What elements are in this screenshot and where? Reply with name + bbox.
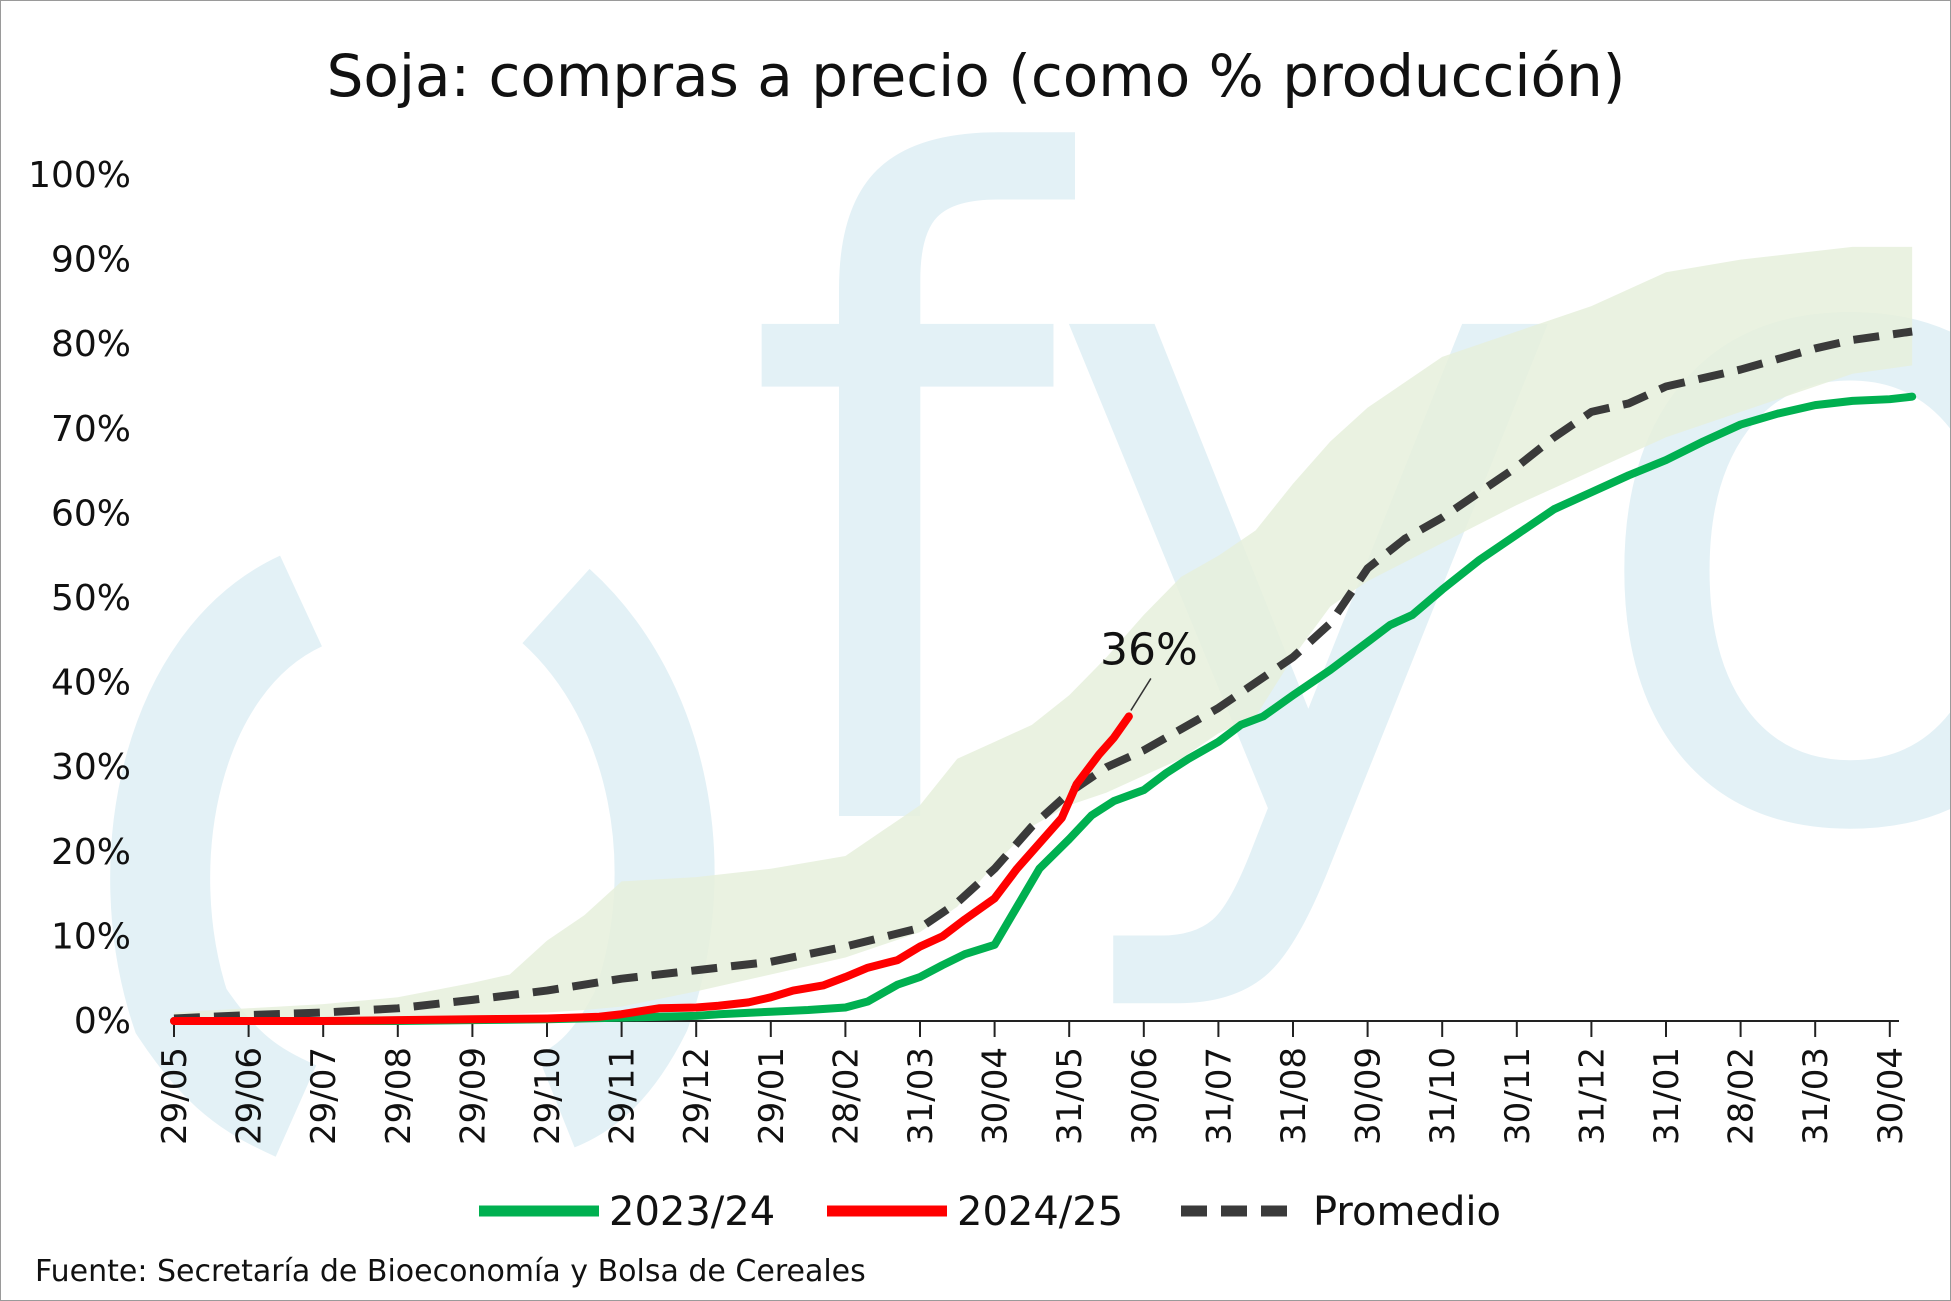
x-tick-label: 29/11 xyxy=(603,1047,643,1145)
y-tick-label: 0% xyxy=(74,1001,131,1042)
y-tick-label: 70% xyxy=(51,409,131,450)
x-tick-label: 29/12 xyxy=(677,1047,717,1145)
x-tick-label: 29/01 xyxy=(752,1047,792,1145)
legend-item-2023-24: 2023/24 xyxy=(479,1189,775,1235)
y-tick-label: 90% xyxy=(51,240,131,281)
legend-item-promedio: Promedio xyxy=(1181,1189,1501,1235)
y-tick-label: 30% xyxy=(51,747,131,788)
x-tick-label: 30/04 xyxy=(976,1047,1016,1145)
legend-item-2024-25: 2024/25 xyxy=(827,1189,1123,1235)
x-tick-label: 28/02 xyxy=(826,1047,866,1145)
x-tick-label: 29/08 xyxy=(379,1047,419,1145)
y-tick-label: 20% xyxy=(51,832,131,873)
series-line-2023-24 xyxy=(170,392,1917,1025)
x-tick-label: 31/08 xyxy=(1274,1047,1314,1145)
x-tick-label: 29/05 xyxy=(155,1047,195,1145)
y-tick-label: 100% xyxy=(28,155,131,196)
y-tick-label: 40% xyxy=(51,663,131,704)
y-tick-label: 50% xyxy=(51,578,131,619)
x-tick-label: 31/10 xyxy=(1423,1047,1463,1145)
annotation-leader-line xyxy=(1130,678,1152,711)
x-tick-label: 29/06 xyxy=(230,1047,270,1145)
legend-label-promedio: Promedio xyxy=(1313,1189,1501,1235)
x-tick-label: 28/02 xyxy=(1722,1047,1762,1145)
legend-label-2023-24: 2023/24 xyxy=(609,1189,775,1235)
watermark-left-arc xyxy=(110,555,324,1157)
annotation-label: 36% xyxy=(1100,624,1198,675)
x-tick-label: 31/03 xyxy=(1796,1047,1836,1145)
x-tick-label: 31/07 xyxy=(1199,1047,1239,1145)
x-tick-label: 31/12 xyxy=(1572,1047,1612,1145)
x-tick-label: 30/11 xyxy=(1498,1047,1538,1145)
chart-title: Soja: compras a precio (como % producció… xyxy=(327,42,1626,110)
x-tick-label: 29/09 xyxy=(453,1047,493,1145)
series-line-promedio xyxy=(173,327,1913,1023)
series-line-2024-25 xyxy=(170,712,1133,1025)
x-tick-label: 29/07 xyxy=(304,1047,344,1145)
x-tick-label: 30/04 xyxy=(1871,1047,1911,1145)
y-tick-label: 60% xyxy=(51,493,131,534)
annotations: 36% xyxy=(1100,624,1198,711)
y-tick-label: 10% xyxy=(51,916,131,957)
x-tick-label: 30/06 xyxy=(1125,1047,1165,1145)
range-band-area xyxy=(174,246,1913,1020)
y-tick-label: 80% xyxy=(51,324,131,365)
range-band xyxy=(174,246,1913,1020)
x-tick-label: 30/09 xyxy=(1349,1047,1389,1145)
watermark-logo: fyo xyxy=(110,1,1950,1157)
x-tick-label: 29/10 xyxy=(528,1047,568,1145)
source-note: Fuente: Secretaría de Bioeconomía y Bols… xyxy=(35,1254,866,1289)
x-tick-label: 31/03 xyxy=(901,1047,941,1145)
series-lines xyxy=(170,327,1917,1025)
watermark-right-arc xyxy=(521,568,715,1148)
x-tick-label: 31/05 xyxy=(1050,1047,1090,1145)
legend: 2023/24 2024/25 Promedio xyxy=(479,1189,1501,1235)
legend-label-2024-25: 2024/25 xyxy=(957,1189,1123,1235)
x-tick-label: 31/01 xyxy=(1647,1047,1687,1145)
axes: 0% 10% 20% 30% 40% 50% 60% 70% 80% 90% 100% 29/05 29… xyxy=(28,155,1911,1145)
